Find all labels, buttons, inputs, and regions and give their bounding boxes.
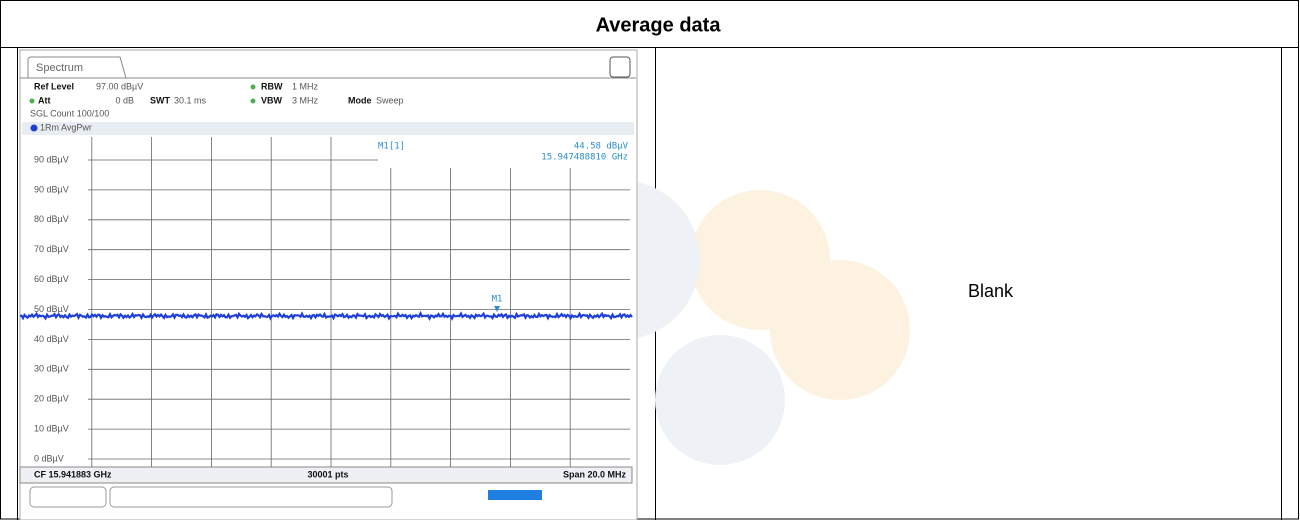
label: CF 15.941883 GHz — [34, 469, 112, 479]
label: Mode — [348, 95, 372, 105]
trace-bar — [22, 122, 634, 135]
screen — [19, 49, 638, 520]
label: M1 — [492, 295, 503, 305]
watermark — [655, 335, 785, 465]
label: 10 dBµV — [34, 423, 69, 433]
label: RBW — [261, 81, 283, 91]
status-dot — [250, 84, 256, 90]
label: 30 dBµV — [34, 364, 69, 374]
tab-label: Spectrum — [36, 62, 83, 74]
label: 50 dBµV — [34, 304, 69, 314]
status-bar — [19, 466, 633, 484]
label: Sweep — [376, 95, 404, 105]
label: 40 dBµV — [34, 334, 69, 344]
marker — [494, 306, 500, 312]
marker-box — [378, 137, 632, 168]
progress — [488, 490, 542, 500]
label: M1[1] — [378, 142, 405, 152]
label: 3 MHz — [292, 95, 319, 105]
label: 60 dBµV — [34, 274, 69, 284]
button — [29, 486, 107, 508]
label: 80 dBµV — [34, 214, 69, 224]
button — [109, 486, 393, 508]
label: 1 MHz — [292, 81, 319, 91]
tab — [27, 56, 127, 79]
label: VBW — [261, 95, 283, 105]
label: 30001 pts — [307, 469, 348, 479]
label: SWT — [150, 95, 170, 105]
label: 30.1 ms — [174, 95, 207, 105]
watermark — [770, 260, 910, 400]
label: SGL Count 100/100 — [30, 108, 109, 118]
label: Span 20.0 MHz — [563, 469, 627, 479]
label: 20 dBµV — [34, 394, 69, 404]
trace-dot — [30, 124, 38, 132]
trace — [19, 310, 633, 321]
table-title: Average data — [596, 14, 722, 36]
label: Att — [38, 95, 51, 105]
label: 70 dBµV — [34, 244, 69, 254]
label: 44.58 dBµV — [574, 142, 629, 152]
label: 90 dBµV — [34, 154, 69, 164]
label: 1Rm AvgPwr — [40, 122, 92, 132]
label: Ref Level — [34, 81, 74, 91]
label: 15.947488810 GHz — [541, 153, 628, 163]
status-dot — [250, 98, 256, 104]
label: 97.00 dBµV — [96, 81, 143, 91]
label: 0 dBµV — [34, 453, 64, 463]
icon — [609, 56, 631, 78]
label: 90 dBµV — [34, 184, 69, 194]
label: 0 dB — [115, 95, 134, 105]
status-dot — [29, 98, 35, 104]
blank-text: Blank — [968, 281, 1014, 301]
